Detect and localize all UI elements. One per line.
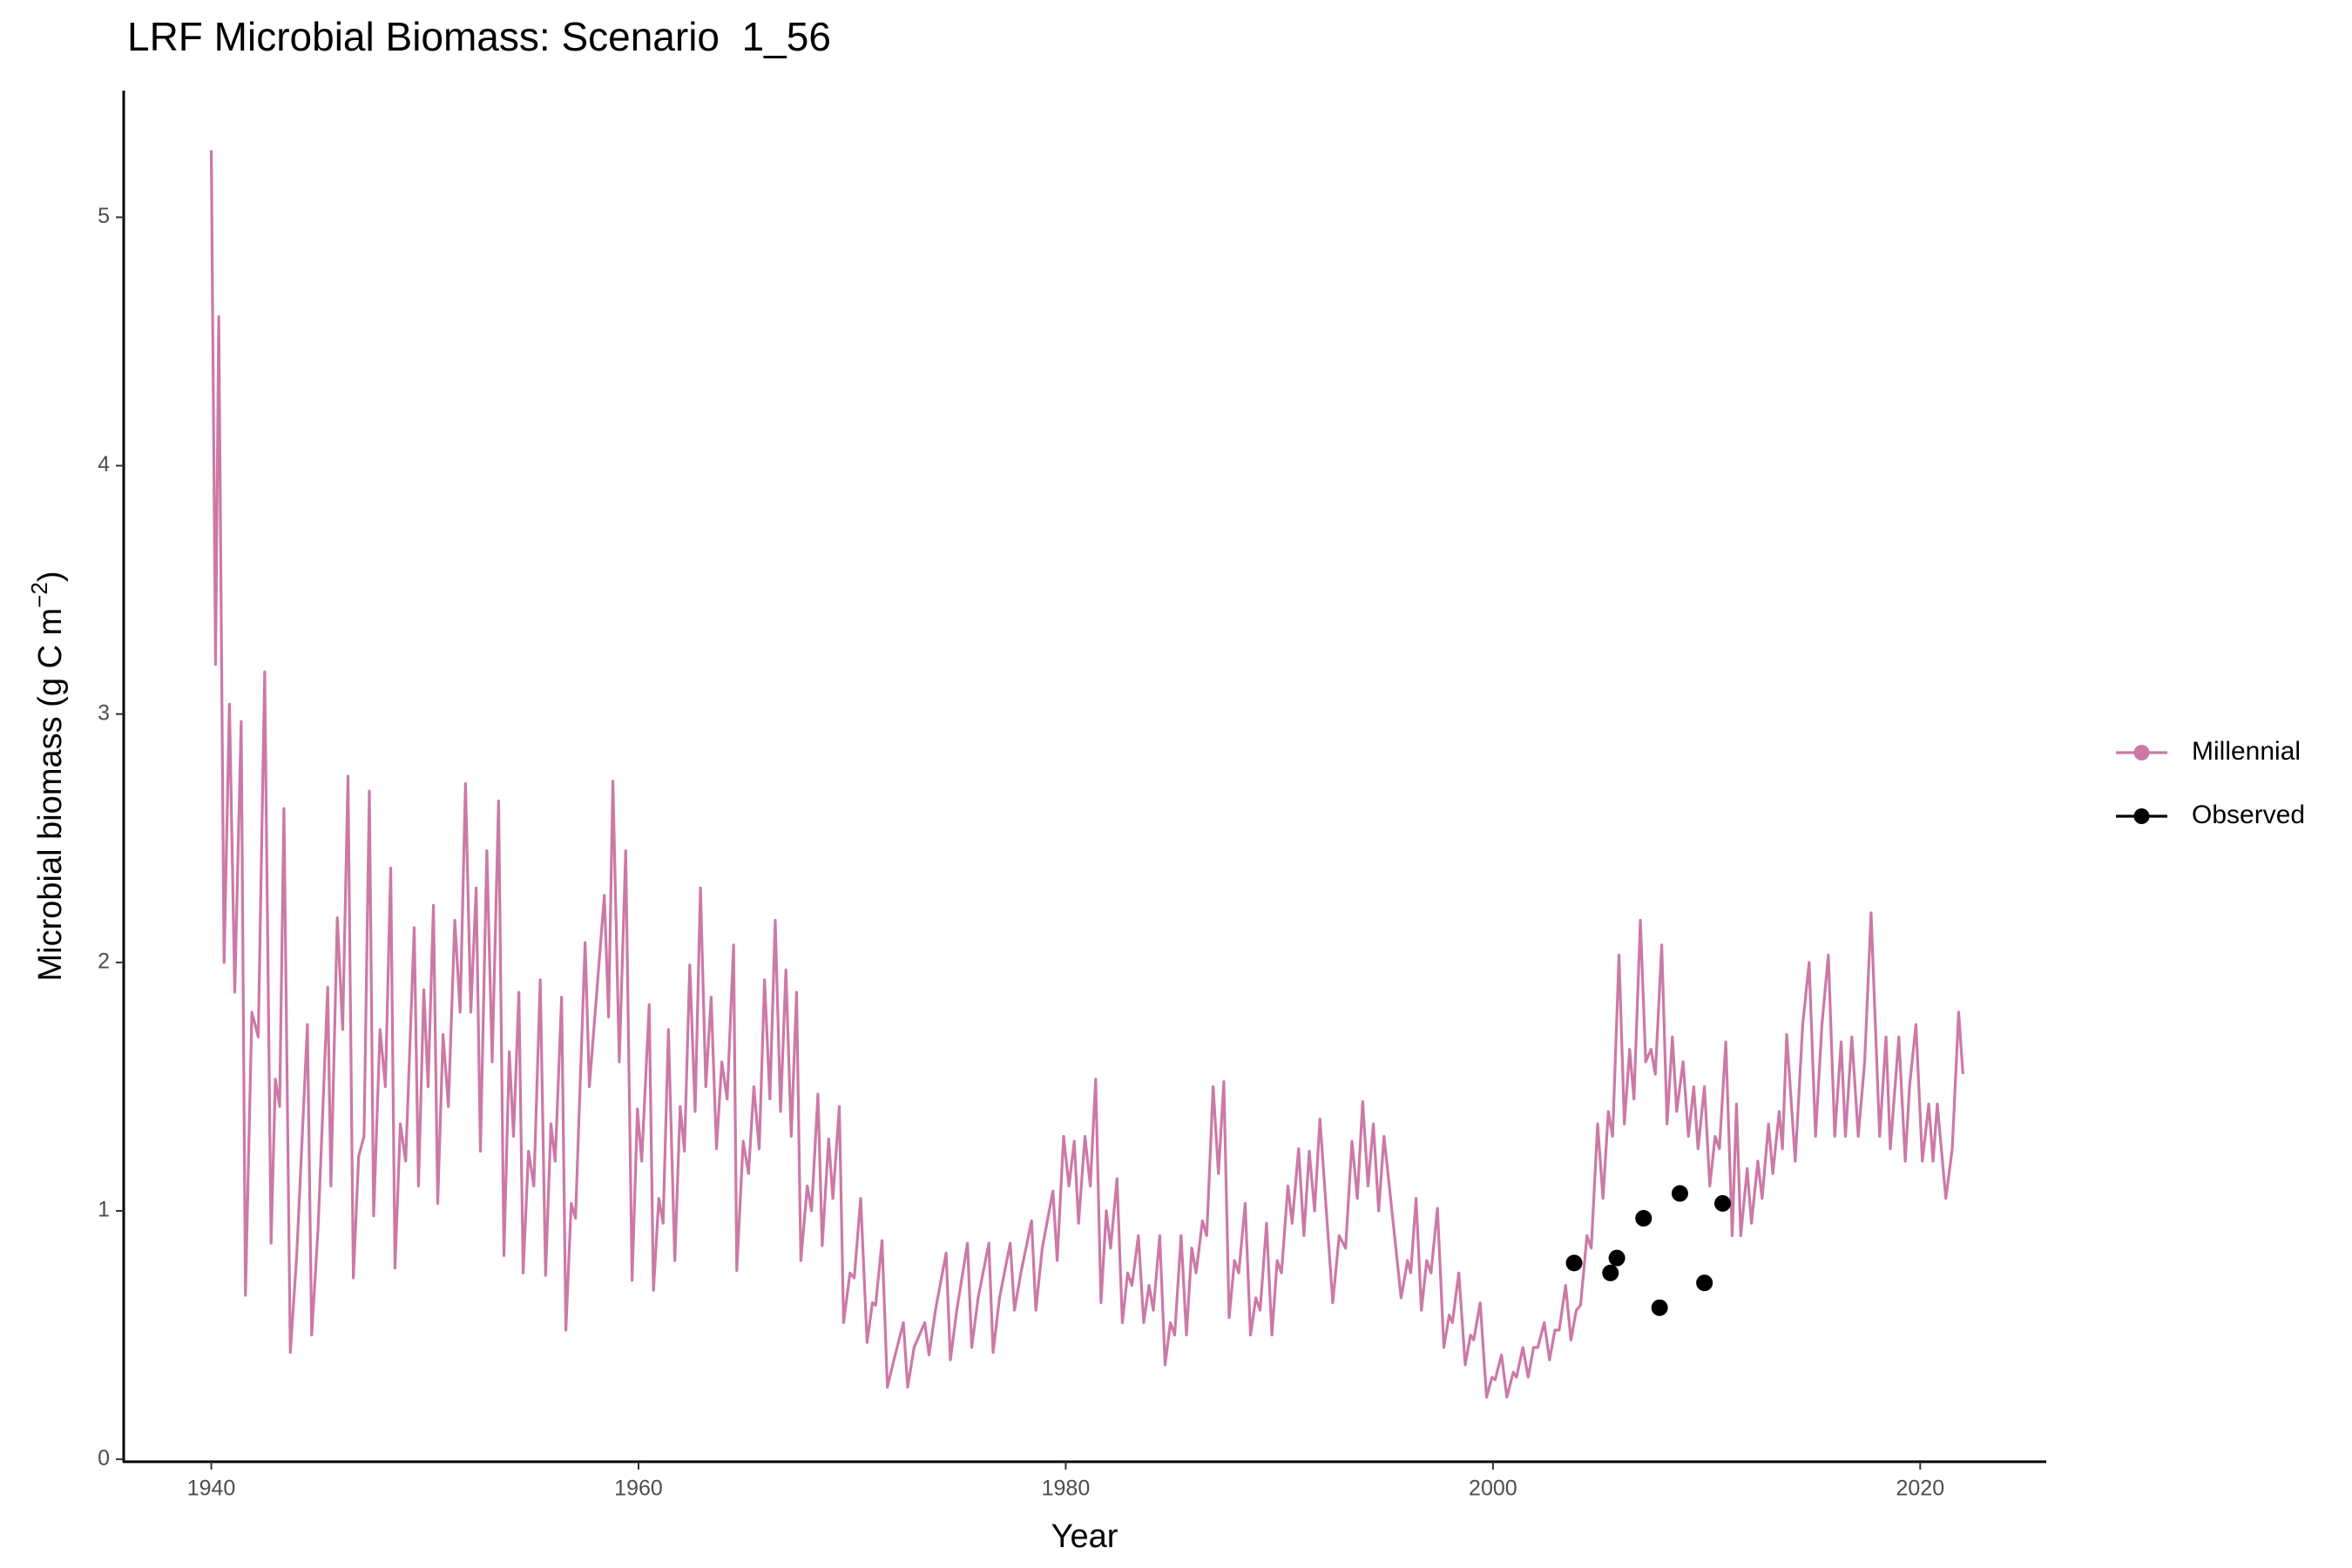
chart-title: LRF Microbial Biomass: Scenario 1_56 [127, 14, 831, 59]
y-axis-title: Microbial biomass (g C m−2) [26, 571, 69, 982]
y-tick-label: 0 [98, 1446, 110, 1470]
data-point [1696, 1274, 1713, 1292]
y-tick-label: 3 [98, 700, 110, 725]
data-point [1608, 1249, 1625, 1267]
data-point [1635, 1210, 1652, 1227]
series-line [209, 150, 1964, 1399]
data-point [1671, 1185, 1688, 1202]
legend-label: Millennial [2192, 737, 2301, 766]
y-axis-title-suffix: ) [32, 571, 69, 583]
y-tick-label: 5 [98, 204, 110, 228]
x-tick-label: 1960 [614, 1477, 663, 1501]
legend-label: Observed [2192, 801, 2305, 829]
x-tick-label: 1940 [187, 1477, 236, 1501]
y-axis-title-text: Microbial biomass (g C m [32, 608, 69, 982]
y-axis-title-superscript: −2 [26, 582, 52, 608]
x-tick-label: 1980 [1042, 1477, 1091, 1501]
data-point [1713, 1194, 1731, 1212]
legend-key-dot [2133, 808, 2150, 824]
data-point [1651, 1299, 1668, 1316]
data-point [1602, 1264, 1619, 1281]
y-tick-label: 2 [98, 949, 110, 973]
x-tick-label: 2020 [1896, 1477, 1945, 1501]
x-axis-title: Year [1051, 1518, 1119, 1555]
y-tick-label: 1 [98, 1198, 110, 1222]
x-tick-label: 2000 [1469, 1477, 1517, 1501]
y-tick-label: 4 [98, 452, 110, 476]
legend-key-dot [2133, 745, 2150, 760]
data-point [1565, 1254, 1583, 1272]
